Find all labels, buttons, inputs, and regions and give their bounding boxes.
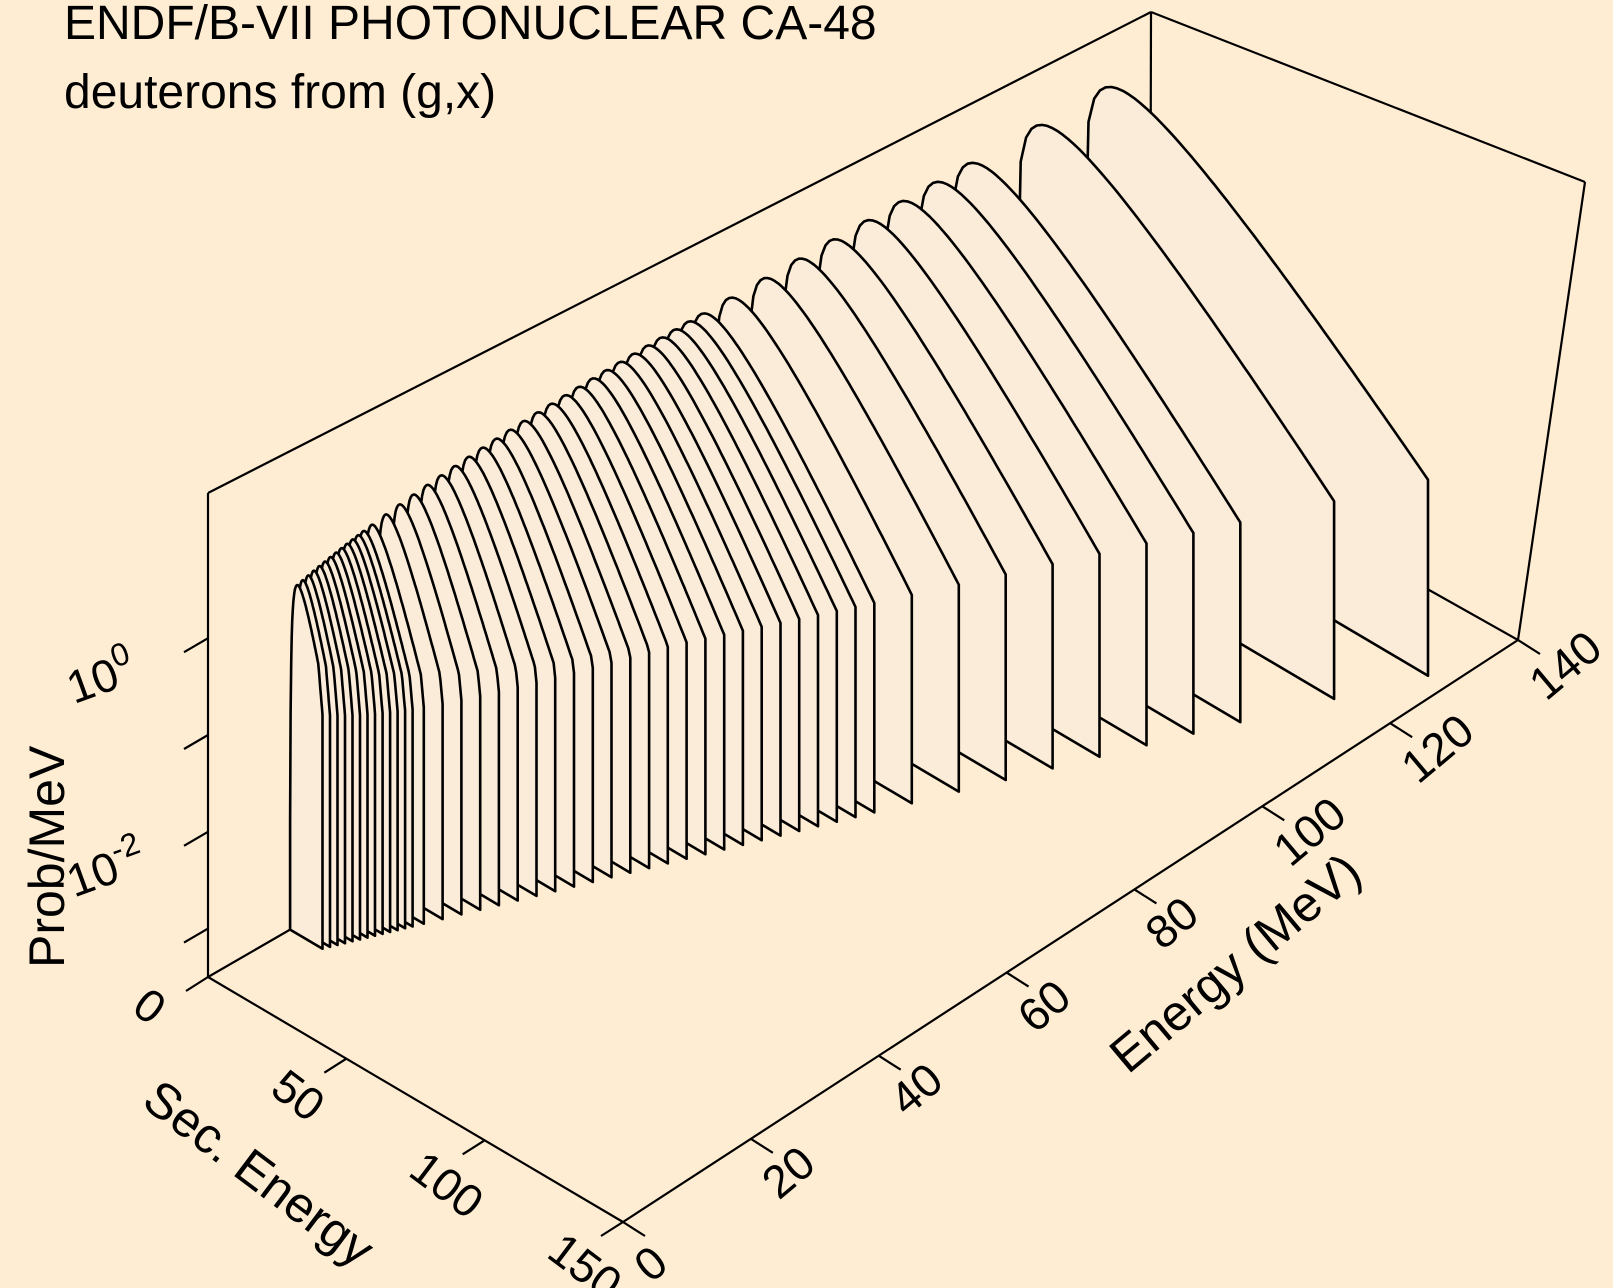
z-tick-mark [183,637,209,654]
y-tick-label: 0 [624,1235,677,1288]
y-tick-mark [1133,888,1158,905]
z-axis-label: Prob/MeV [19,745,75,968]
chart-title: ENDF/B-VII PHOTONUCLEAR CA-48 [64,0,877,50]
x-tick-label: 150 [539,1222,632,1288]
x-tick-mark [323,1057,347,1074]
frame-front-floor-edge [207,976,624,1223]
z-tick-mark [183,830,209,847]
x-tick-label: 50 [262,1059,334,1131]
x-tick-mark [185,976,209,992]
frame-energy-axis-line [622,639,1519,1223]
frame-right-top-edge [1150,10,1586,184]
y-tick-mark [1261,805,1285,822]
z-tick-label: 100 [57,635,142,714]
x-axis-label: Sec. Energy [133,1069,384,1278]
y-tick-label: 140 [1519,620,1611,709]
y-tick-mark [878,1054,902,1071]
spectrum-curve [288,583,324,950]
y-tick-mark [1389,722,1413,739]
y-axis-label: Energy (MeV) [1099,842,1371,1083]
chart-subtitle: deuterons from (g,x) [64,66,496,119]
y-tick-mark [622,1221,646,1237]
y-tick-mark [750,1137,774,1154]
frame-back-top-edge [207,11,1152,494]
y-tick-mark [1005,971,1030,988]
x-tick-label: 100 [401,1141,494,1229]
z-minor-tick-mark [183,927,209,944]
z-minor-tick-mark [183,734,209,750]
y-tick-label: 120 [1391,704,1483,793]
x-tick-mark [600,1221,624,1237]
spectra-curves [288,85,1430,950]
x-tick-label: 0 [124,977,176,1034]
frame-right-vertical [1516,181,1587,641]
y-tick-mark [1517,639,1541,655]
x-tick-mark [462,1139,486,1156]
